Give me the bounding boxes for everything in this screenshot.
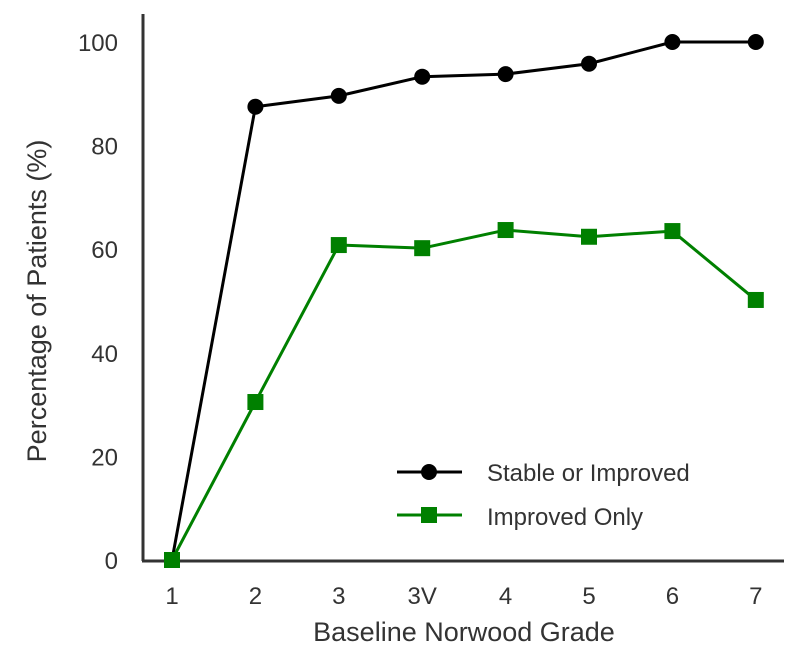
data-point-improved-only-4 [497, 222, 514, 239]
axes [141, 14, 784, 563]
series-line-stable-or-improved [170, 40, 756, 561]
data-point-improved-only-5 [581, 228, 597, 245]
x-axis-title: Baseline Norwood Grade [313, 617, 615, 647]
x-tick-label-3v: 3V [408, 583, 437, 610]
series-stable-or-improved [164, 34, 764, 568]
data-point-stable-or-improved-5 [581, 55, 597, 72]
data-point-improved-only-6 [664, 223, 681, 240]
data-point-improved-only-3 [330, 237, 347, 254]
y-tick-label-40: 40 [91, 341, 118, 368]
y-tick-label-60: 60 [91, 237, 118, 264]
y-tick-label-80: 80 [91, 134, 118, 161]
series-layer [164, 34, 764, 568]
legend-item-improved-only: Improved Only [397, 504, 643, 531]
y-tick-label-20: 20 [91, 444, 118, 471]
data-point-stable-or-improved-2 [247, 98, 264, 115]
x-tick-label-3: 3 [332, 583, 345, 610]
x-tick-label-6: 6 [666, 583, 679, 610]
data-point-stable-or-improved-6 [664, 34, 681, 50]
y-tick-label-0: 0 [105, 548, 118, 575]
data-point-improved-only-1 [164, 552, 180, 568]
x-tick-label-2: 2 [249, 583, 262, 610]
legend-label-improved-only: Improved Only [487, 504, 643, 531]
data-point-stable-or-improved-3v [414, 68, 431, 85]
x-tick-label-5: 5 [582, 583, 595, 610]
y-tick-labels: 0 20 40 60 80 100 [78, 30, 118, 575]
data-point-improved-only-7 [747, 291, 764, 308]
legend-marker-square [421, 507, 437, 523]
series-improved-only [164, 222, 764, 568]
y-axis-title: Percentage of Patients (%) [22, 140, 52, 463]
x-tick-label-1: 1 [165, 583, 178, 610]
legend-label-stable-or-improved: Stable or Improved [487, 460, 690, 487]
data-point-stable-or-improved-3 [330, 87, 347, 104]
data-point-stable-or-improved-4 [497, 66, 514, 83]
legend: Stable or Improved Improved Only [397, 460, 690, 531]
series-line-improved-only [170, 228, 757, 561]
legend-marker-circle [421, 464, 437, 480]
x-tick-label-4: 4 [499, 583, 512, 610]
legend-item-stable-or-improved: Stable or Improved [397, 460, 690, 487]
x-tick-labels: 1 2 3 3V 4 5 6 7 [165, 583, 762, 610]
data-point-improved-only-3v [414, 240, 431, 257]
data-point-stable-or-improved-7 [747, 34, 764, 50]
y-tick-label-100: 100 [78, 30, 118, 57]
data-point-improved-only-2 [247, 394, 264, 411]
x-tick-label-7: 7 [749, 583, 762, 610]
